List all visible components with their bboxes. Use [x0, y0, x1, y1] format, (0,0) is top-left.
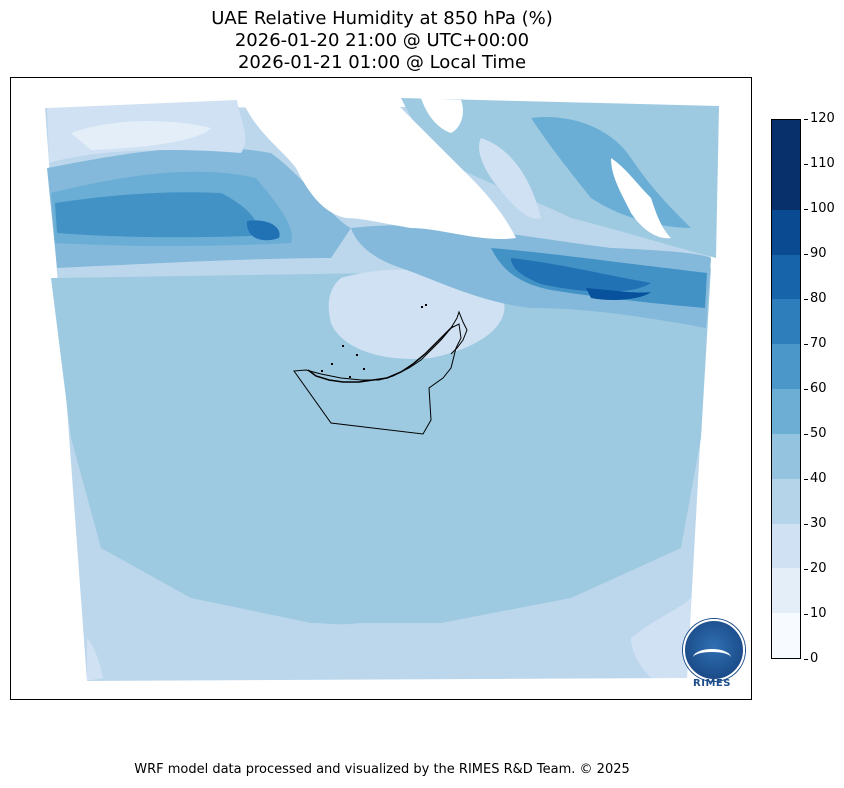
colorbar-tick — [804, 479, 808, 480]
uae-coastline-detail — [307, 325, 454, 383]
colorbar-tick — [804, 209, 808, 210]
highest-humidity-band-west — [55, 192, 257, 238]
max-humidity-core-west — [246, 220, 280, 241]
colorbar-tick-label: 10 — [810, 606, 827, 621]
rimes-logo: RIMES — [679, 619, 745, 691]
colorbar-tick — [804, 434, 808, 435]
colorbar-segment — [772, 568, 800, 614]
colorbar-tick — [804, 524, 808, 525]
colorbar-tick — [804, 569, 808, 570]
logo-wave-mark — [693, 649, 731, 666]
title-line-3: 2026-01-21 01:00 @ Local Time — [237, 52, 527, 73]
colorbar-tick — [804, 389, 808, 390]
colorbar-tick-label: 60 — [810, 381, 827, 396]
title-line-2: 2026-01-20 21:00 @ UTC+00:00 — [234, 30, 530, 51]
colorbar-tick — [804, 659, 808, 660]
mid-humidity-region — [51, 268, 711, 623]
colorbar-tick — [804, 344, 808, 345]
title-line-1: UAE Relative Humidity at 850 hPa (%) — [211, 8, 553, 29]
peak-humidity-core-east — [586, 288, 651, 300]
colorbar-segment — [772, 613, 800, 658]
humidity-map — [45, 98, 719, 681]
missing-data-north — [241, 98, 516, 240]
map-title: UAE Relative Humidity at 850 hPa (%) 202… — [0, 8, 764, 74]
colorbar-tick — [804, 119, 808, 120]
colorbar-segment — [772, 344, 800, 390]
humidity-colorbar — [771, 119, 801, 659]
colorbar-segment — [772, 254, 800, 300]
colorbar-tick — [804, 164, 808, 165]
colorbar-segment — [772, 299, 800, 345]
colorbar-segment — [772, 389, 800, 434]
footer-credit: WRF model data processed and visualized … — [134, 762, 630, 777]
colorbar-tick-label: 120 — [810, 111, 835, 126]
south-mid-patch-1 — [141, 536, 183, 555]
missing-data-east — [611, 158, 671, 239]
map-panel: RIMES — [10, 77, 752, 700]
colorbar-tick-label: 110 — [810, 156, 835, 171]
colorbar-tick-label: 30 — [810, 516, 827, 531]
colorbar-segment — [772, 120, 800, 165]
colorbar-tick-label: 0 — [810, 651, 819, 666]
south-mid-patch-2 — [291, 602, 391, 625]
colorbar-segment — [772, 164, 800, 210]
missing-data-north-east — [421, 98, 463, 133]
colorbar-segment — [772, 523, 800, 569]
colorbar-tick-label: 40 — [810, 471, 827, 486]
colorbar-segment — [772, 209, 800, 255]
colorbar-tick — [804, 614, 808, 615]
north-east-light-strip — [479, 138, 541, 219]
lightest-north-west — [71, 121, 211, 150]
south-east-light — [631, 598, 691, 678]
colorbar-tick-label: 20 — [810, 561, 827, 576]
colorbar-tick-label: 70 — [810, 336, 827, 351]
colorbar-tick — [804, 254, 808, 255]
colorbar-tick-label: 50 — [810, 426, 827, 441]
logo-wordmark: RIMES — [693, 678, 731, 689]
colorbar-segment — [772, 478, 800, 524]
coastal-islands — [321, 304, 427, 378]
colorbar-segment — [772, 433, 800, 479]
south-west-light — [87, 638, 103, 681]
musandam-outline — [450, 310, 468, 355]
colorbar-tick-label: 90 — [810, 246, 827, 261]
colorbar-tick-label: 80 — [810, 291, 827, 306]
colorbar-tick — [804, 299, 808, 300]
colorbar-tick-labels: 0 10 20 30 40 50 60 70 80 90 100 110 120 — [804, 112, 844, 666]
max-humidity-core-east — [511, 258, 651, 292]
colorbar-tick-label: 100 — [810, 201, 835, 216]
